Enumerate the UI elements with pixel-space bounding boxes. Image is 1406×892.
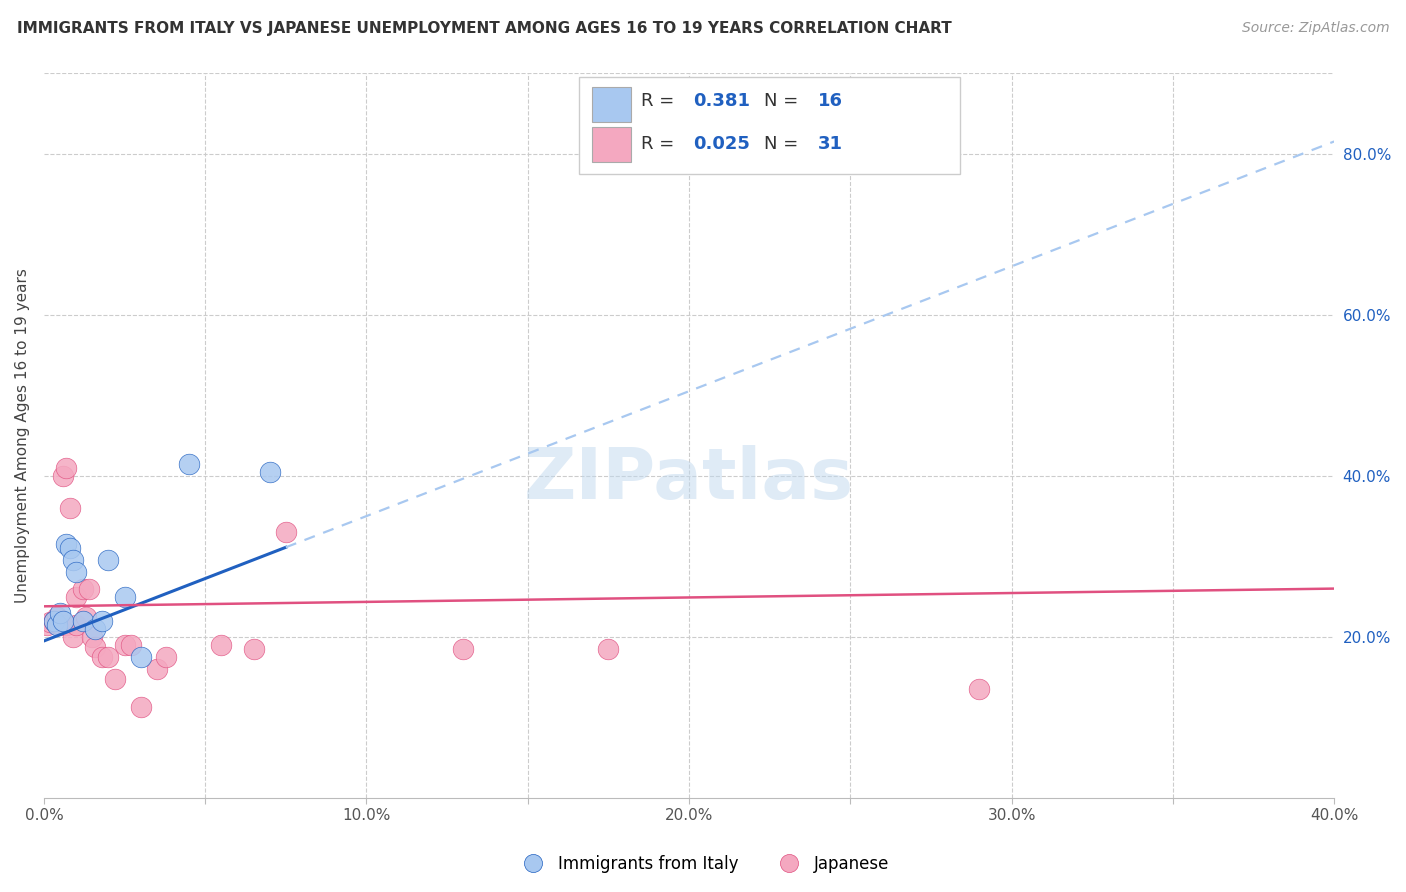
- Point: [37, 618, 59, 632]
- Point: [451, 642, 474, 657]
- Point: [274, 525, 297, 540]
- Text: ZIPatlas: ZIPatlas: [524, 444, 853, 514]
- Point: [91, 614, 114, 628]
- Point: [65, 566, 87, 580]
- Point: [42, 614, 65, 628]
- Text: IMMIGRANTS FROM ITALY VS JAPANESE UNEMPLOYMENT AMONG AGES 16 TO 19 YEARS CORRELA: IMMIGRANTS FROM ITALY VS JAPANESE UNEMPL…: [17, 21, 952, 36]
- Point: [114, 638, 136, 652]
- Point: [45, 618, 67, 632]
- Legend: Immigrants from Italy, Japanese: Immigrants from Italy, Japanese: [510, 848, 896, 880]
- Point: [82, 630, 104, 644]
- Text: 31: 31: [818, 135, 844, 153]
- Text: R =: R =: [641, 135, 681, 153]
- Point: [120, 638, 142, 652]
- Point: [59, 541, 82, 556]
- Bar: [592, 87, 631, 121]
- Point: [969, 682, 991, 697]
- Point: [84, 622, 107, 636]
- Text: N =: N =: [763, 135, 804, 153]
- Point: [155, 650, 177, 665]
- Point: [49, 606, 72, 620]
- Point: [45, 609, 67, 624]
- Point: [42, 614, 65, 628]
- Point: [146, 662, 169, 676]
- Point: [91, 650, 114, 665]
- Text: N =: N =: [763, 92, 804, 111]
- Point: [39, 615, 62, 630]
- Point: [72, 582, 94, 596]
- Bar: [592, 128, 631, 162]
- Point: [97, 553, 120, 567]
- Point: [209, 638, 232, 652]
- Point: [77, 582, 100, 596]
- Point: [59, 501, 82, 516]
- Point: [52, 468, 75, 483]
- Text: 16: 16: [818, 92, 844, 111]
- Point: [55, 618, 77, 632]
- Point: [55, 537, 77, 551]
- Point: [72, 614, 94, 628]
- Point: [49, 618, 72, 632]
- Point: [97, 650, 120, 665]
- Point: [55, 460, 77, 475]
- Point: [62, 630, 84, 644]
- Point: [129, 650, 152, 665]
- Point: [65, 618, 87, 632]
- Text: 0.381: 0.381: [693, 92, 749, 111]
- Point: [598, 642, 620, 657]
- Point: [84, 640, 107, 654]
- Point: [75, 609, 97, 624]
- Point: [242, 642, 264, 657]
- Point: [177, 457, 200, 471]
- Point: [104, 672, 127, 686]
- Point: [259, 465, 281, 479]
- Point: [114, 590, 136, 604]
- Point: [62, 553, 84, 567]
- Text: 0.025: 0.025: [693, 135, 749, 153]
- Point: [65, 590, 87, 604]
- Text: Source: ZipAtlas.com: Source: ZipAtlas.com: [1241, 21, 1389, 35]
- Y-axis label: Unemployment Among Ages 16 to 19 years: Unemployment Among Ages 16 to 19 years: [15, 268, 30, 603]
- Point: [52, 614, 75, 628]
- Text: R =: R =: [641, 92, 681, 111]
- FancyBboxPatch shape: [579, 77, 960, 175]
- Point: [129, 700, 152, 714]
